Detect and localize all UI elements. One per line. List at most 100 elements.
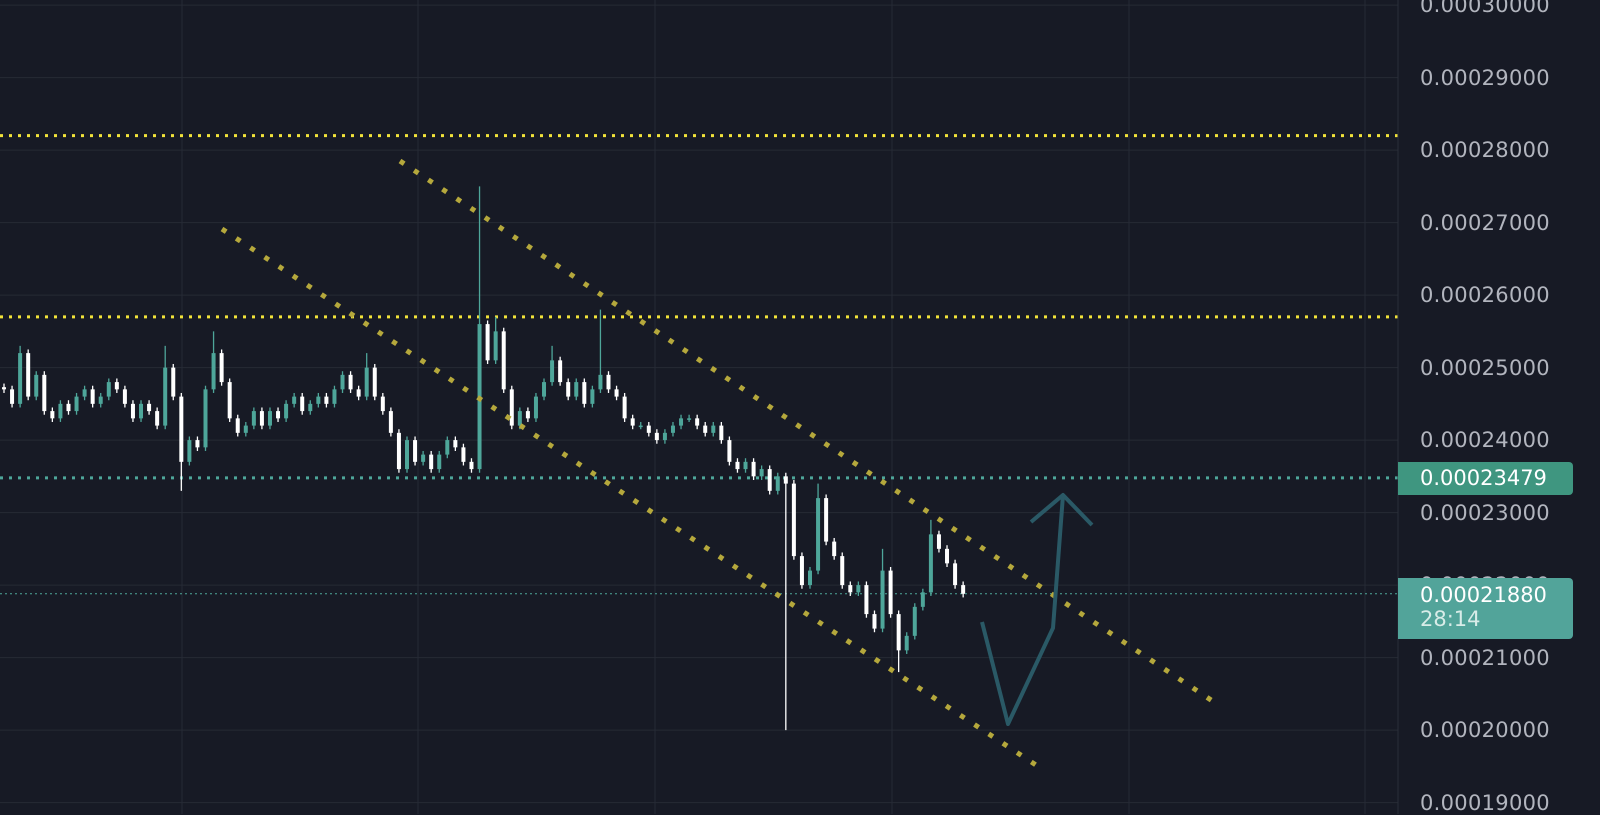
candle-body bbox=[936, 534, 941, 549]
y-tick-label: 0.00019000 bbox=[1420, 790, 1550, 815]
candle-body bbox=[606, 374, 611, 390]
candle-body bbox=[711, 425, 716, 433]
candle-body bbox=[824, 498, 829, 542]
level-price-tag: 0.00023479 bbox=[1398, 462, 1573, 495]
candle-body bbox=[90, 389, 95, 404]
candle-body bbox=[332, 389, 337, 404]
candle-body bbox=[219, 353, 224, 383]
candle-body bbox=[961, 585, 966, 594]
candle-body bbox=[437, 454, 442, 470]
candle-body bbox=[106, 382, 111, 397]
candle-body bbox=[767, 469, 772, 491]
candle-body bbox=[775, 476, 780, 491]
candle-body bbox=[622, 396, 627, 419]
candle-body bbox=[364, 367, 369, 397]
candle-body bbox=[695, 418, 700, 426]
candle-body bbox=[147, 403, 152, 412]
candle-body bbox=[679, 418, 684, 426]
candle-body bbox=[380, 396, 385, 412]
candle-body bbox=[646, 425, 651, 433]
candle-body bbox=[340, 374, 345, 390]
candle-body bbox=[654, 432, 659, 441]
candle-body bbox=[735, 461, 740, 470]
candle-body bbox=[251, 411, 256, 426]
candle-body bbox=[638, 425, 643, 428]
candle-body bbox=[74, 396, 79, 412]
candle-body bbox=[405, 440, 409, 470]
candle-body bbox=[582, 382, 587, 404]
y-tick-label: 0.00021000 bbox=[1420, 645, 1550, 670]
candle-body bbox=[872, 614, 877, 629]
candle-body bbox=[211, 353, 216, 390]
candle-body bbox=[525, 411, 530, 419]
candle-body bbox=[292, 396, 297, 404]
candle-body bbox=[413, 440, 418, 462]
candle-body bbox=[953, 563, 958, 586]
candle-body bbox=[308, 403, 313, 412]
candle-body bbox=[501, 331, 506, 390]
candle-body bbox=[461, 447, 466, 462]
candle-body bbox=[348, 374, 353, 390]
candle-body bbox=[195, 440, 200, 448]
candle-body bbox=[614, 389, 619, 397]
y-tick-label: 0.00025000 bbox=[1420, 355, 1550, 380]
candle-body bbox=[122, 389, 127, 404]
candle-body bbox=[509, 389, 514, 426]
candle-body bbox=[550, 360, 555, 383]
candle-body bbox=[50, 411, 55, 419]
candle-body bbox=[928, 534, 933, 593]
candle-body bbox=[743, 461, 748, 470]
candle-body bbox=[840, 556, 845, 586]
candle-body bbox=[98, 396, 103, 404]
candle-body bbox=[799, 556, 804, 586]
candle-body bbox=[114, 382, 119, 390]
channel-lower-line bbox=[220, 226, 1041, 770]
candle-body bbox=[598, 374, 603, 390]
candles bbox=[2, 186, 966, 731]
candle-body bbox=[566, 382, 571, 397]
candle-body bbox=[139, 403, 144, 419]
candle-body bbox=[687, 418, 692, 420]
candle-countdown: 28:14 bbox=[1420, 607, 1481, 631]
candle-body bbox=[267, 411, 272, 426]
candle-body bbox=[662, 432, 667, 441]
candle-body bbox=[896, 614, 901, 651]
candle-body bbox=[66, 403, 71, 412]
candle-body bbox=[848, 585, 853, 593]
projection-path bbox=[980, 494, 1065, 726]
candle-body bbox=[542, 382, 547, 397]
y-tick-label: 0.00023000 bbox=[1420, 500, 1550, 525]
candle-body bbox=[388, 411, 393, 433]
candle-body bbox=[203, 389, 208, 448]
level-price: 0.00023479 bbox=[1420, 466, 1547, 490]
candle-body bbox=[356, 389, 361, 397]
candle-body bbox=[759, 469, 764, 477]
candle-body bbox=[856, 585, 861, 593]
candle-body bbox=[179, 396, 184, 462]
candle-body bbox=[155, 411, 160, 426]
y-tick-label: 0.00026000 bbox=[1420, 283, 1550, 308]
candle-body bbox=[808, 570, 812, 586]
grid bbox=[0, 0, 1398, 814]
candle-body bbox=[187, 440, 192, 462]
candle-body bbox=[26, 353, 31, 397]
candle-body bbox=[832, 541, 837, 557]
candle-body bbox=[816, 498, 821, 571]
y-tick-label: 0.00030000 bbox=[1420, 0, 1550, 18]
drawings bbox=[220, 158, 1216, 770]
candle-body bbox=[445, 440, 450, 455]
candle-body bbox=[421, 454, 426, 462]
current-price-tag: 0.00021880 28:14 bbox=[1398, 578, 1573, 639]
candle-body bbox=[42, 374, 47, 412]
candle-body bbox=[10, 389, 15, 404]
candle-body bbox=[493, 331, 498, 361]
candle-body bbox=[34, 374, 39, 397]
candle-body bbox=[243, 425, 248, 433]
candle-body bbox=[517, 411, 522, 426]
candle-body bbox=[945, 548, 950, 564]
candle-body bbox=[171, 367, 176, 397]
current-price: 0.00021880 bbox=[1420, 583, 1547, 607]
candle-body bbox=[533, 396, 538, 419]
candle-body bbox=[276, 411, 281, 419]
